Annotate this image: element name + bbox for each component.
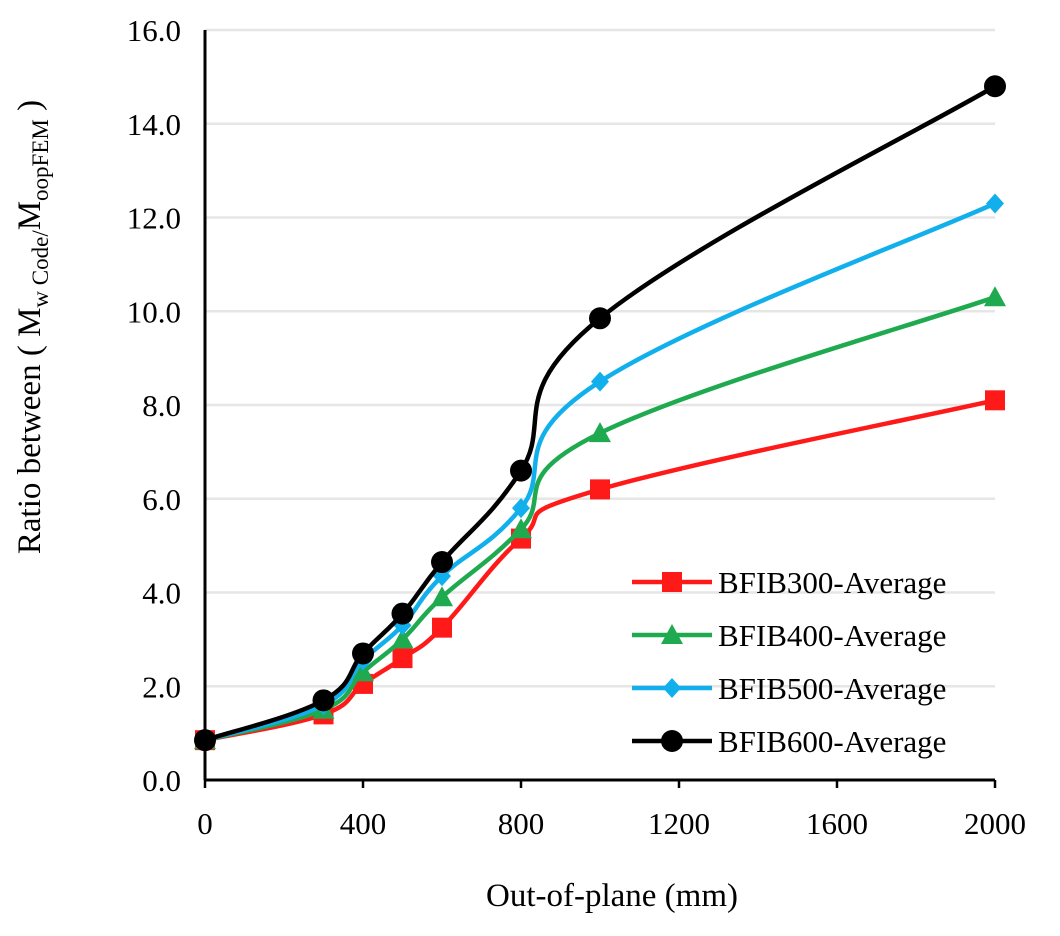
data-point-bfib400-average <box>431 586 453 607</box>
legend-marker-bfib600-average <box>661 730 683 752</box>
legend-marker-bfib500-average <box>663 678 681 698</box>
data-point-bfib600-average <box>984 75 1006 98</box>
x-tick-label: 0 <box>197 806 213 841</box>
y-axis-title-suffix: ) <box>12 100 48 119</box>
y-tick-label: 2.0 <box>142 669 181 704</box>
y-tick-labels: 0.0 2.0 4.0 6.0 8.0 10.0 12.0 14.0 16.0 <box>127 13 181 798</box>
data-point-bfib400-average <box>510 518 532 539</box>
data-point-bfib600-average <box>312 689 335 712</box>
series-line-bfib600-average <box>204 84 997 743</box>
x-tick-label: 1200 <box>648 806 710 841</box>
data-point-bfib600-average <box>431 551 453 574</box>
x-axis-title: Out-of-plane (mm) <box>486 878 738 914</box>
data-point-bfib300-average <box>392 648 413 669</box>
data-point-bfib600-average <box>589 307 611 330</box>
data-point-bfib500-average <box>512 498 530 519</box>
legend: BFIB300-Average BFIB400-Average BFIB500-Av… <box>632 565 946 759</box>
series-line-bfib500-average <box>204 201 996 743</box>
data-point-bfib300-average <box>985 390 1005 411</box>
data-point-bfib400-average <box>589 422 611 443</box>
legend-label: BFIB400-Average <box>718 618 946 653</box>
data-point-bfib600-average <box>391 602 414 625</box>
y-tick-label: 10.0 <box>127 294 181 329</box>
y-axis-title-sub1: w Code/ <box>28 230 53 308</box>
y-axis-title-sub2: oopFEM <box>28 119 53 201</box>
data-point-bfib400-average <box>352 661 374 682</box>
legend-label: BFIB600-Average <box>718 724 946 759</box>
data-point-bfib600-average <box>510 459 532 482</box>
legend-label: BFIB500-Average <box>718 671 946 706</box>
data-point-bfib500-average <box>591 371 609 392</box>
y-tick-label: 14.0 <box>127 107 181 142</box>
y-axis-title-mid: M <box>12 201 48 230</box>
y-tick-label: 12.0 <box>127 201 181 236</box>
y-tick-label: 0.0 <box>142 763 181 798</box>
y-tick-label: 4.0 <box>142 576 181 611</box>
legend-marker-bfib400-average <box>661 624 683 644</box>
x-tick-label: 400 <box>340 806 387 841</box>
series-line-bfib400-average <box>204 295 996 743</box>
y-axis-title: Ratio between ( Mw Code/MoopFEM ) <box>12 100 53 554</box>
data-point-bfib400-average <box>391 628 414 649</box>
x-tick-label: 800 <box>498 806 545 841</box>
data-point-bfib300-average <box>432 617 452 638</box>
x-tick-label: 2000 <box>964 806 1026 841</box>
x-tick-label: 1600 <box>806 806 868 841</box>
series-line-bfib300-average <box>204 398 996 743</box>
y-axis-title-prefix: Ratio between ( M <box>12 308 48 555</box>
series-group <box>194 75 1006 752</box>
data-point-bfib400-average <box>984 286 1006 307</box>
legend-label: BFIB300-Average <box>718 565 946 600</box>
x-tick-labels: 0 400 800 1200 1600 2000 <box>197 806 1026 841</box>
data-point-bfib500-average <box>986 193 1004 214</box>
data-point-bfib300-average <box>590 479 610 500</box>
y-tick-label: 8.0 <box>142 388 181 423</box>
y-tick-label: 6.0 <box>142 482 181 517</box>
legend-marker-bfib300-average <box>662 572 682 592</box>
axes <box>203 30 997 788</box>
data-point-bfib600-average <box>352 642 374 665</box>
y-tick-label: 16.0 <box>127 13 181 48</box>
